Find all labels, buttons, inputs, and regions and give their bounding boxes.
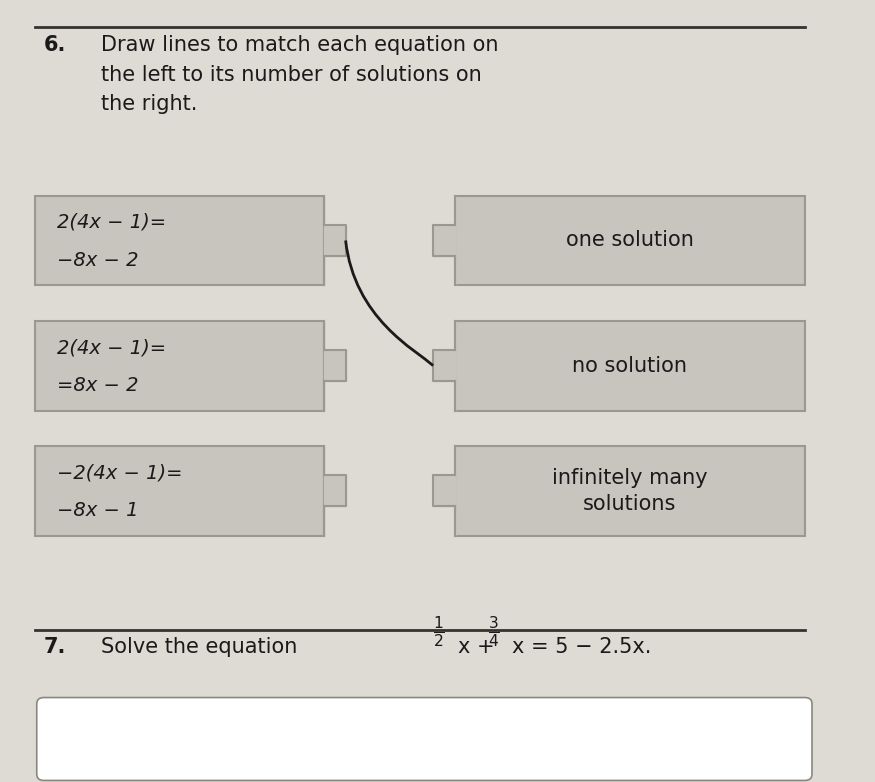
Polygon shape: [324, 196, 346, 285]
Text: x = 5 − 2.5x.: x = 5 − 2.5x.: [512, 637, 651, 658]
Text: −8x − 1: −8x − 1: [57, 501, 138, 520]
Text: −8x − 2: −8x − 2: [57, 251, 138, 270]
FancyBboxPatch shape: [455, 446, 805, 536]
FancyBboxPatch shape: [37, 698, 812, 780]
Text: Solve the equation: Solve the equation: [101, 637, 304, 658]
Text: $\frac{3}{4}$: $\frac{3}{4}$: [488, 614, 500, 648]
Text: =8x − 2: =8x − 2: [57, 376, 138, 395]
FancyBboxPatch shape: [455, 321, 805, 411]
Text: 2(4x − 1)=: 2(4x − 1)=: [57, 338, 166, 357]
Polygon shape: [324, 446, 346, 536]
Polygon shape: [433, 446, 455, 536]
Polygon shape: [433, 196, 455, 285]
Text: −2(4x − 1)=: −2(4x − 1)=: [57, 463, 182, 482]
Polygon shape: [324, 321, 346, 411]
FancyBboxPatch shape: [455, 196, 805, 285]
Text: infinitely many
solutions: infinitely many solutions: [552, 468, 708, 514]
FancyBboxPatch shape: [35, 196, 324, 285]
FancyBboxPatch shape: [35, 321, 324, 411]
Polygon shape: [433, 321, 455, 411]
Text: one solution: one solution: [566, 231, 694, 250]
Text: 2(4x − 1)=: 2(4x − 1)=: [57, 213, 166, 232]
Text: no solution: no solution: [572, 356, 688, 375]
Text: 6.: 6.: [44, 35, 66, 56]
Text: x +: x +: [458, 637, 500, 658]
Text: 7.: 7.: [44, 637, 66, 658]
Text: Draw lines to match each equation on
the left to its number of solutions on
the : Draw lines to match each equation on the…: [101, 35, 498, 114]
Text: $\frac{1}{2}$: $\frac{1}{2}$: [433, 614, 445, 648]
FancyBboxPatch shape: [35, 446, 324, 536]
